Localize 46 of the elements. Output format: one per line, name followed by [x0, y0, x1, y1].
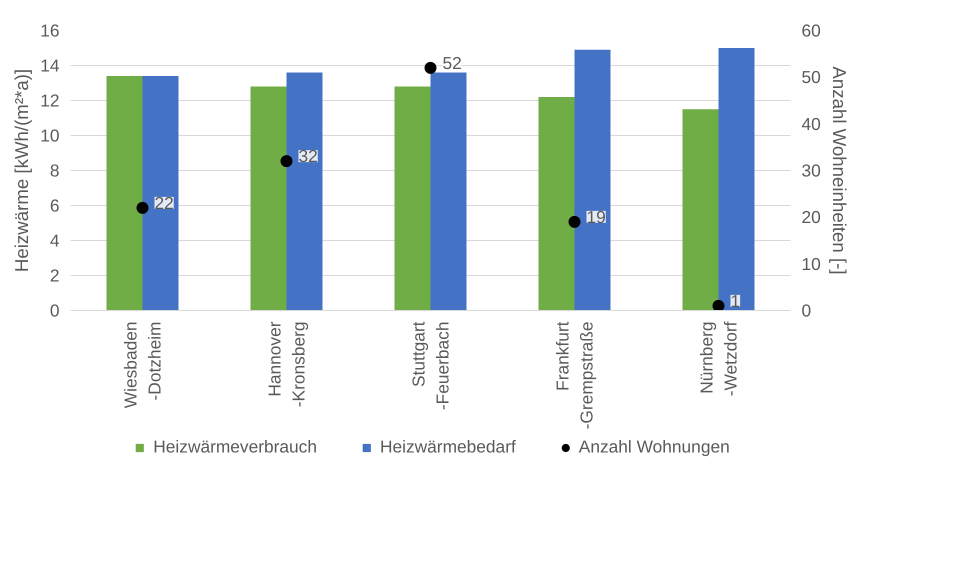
bar	[574, 50, 610, 310]
point	[568, 216, 580, 228]
y2-tick-label: 20	[802, 207, 821, 228]
y-tick-label: 4	[50, 230, 60, 250]
y-axis-title: Heizwärme [kWh/(m²*a)]	[11, 68, 32, 272]
y-tick-label: 16	[40, 20, 60, 40]
legend-label: Heizwärmeverbrauch	[153, 436, 317, 458]
x-tick-label: Wiesbaden -Dotzheim	[120, 321, 164, 408]
bar	[430, 72, 466, 310]
y2-tick-label: 40	[802, 114, 821, 134]
data-label: 19	[586, 206, 606, 227]
bar	[106, 76, 142, 310]
x-tick-label: Nürnberg -Wetzdorf	[696, 321, 740, 396]
y-tick-label: 6	[50, 196, 60, 216]
bar	[718, 48, 754, 310]
y-tick-label: 12	[40, 90, 60, 110]
bar	[286, 72, 322, 310]
data-label: 32	[298, 146, 318, 166]
point	[280, 155, 292, 168]
y-tick-label: 0	[50, 300, 60, 320]
y-tick-label: 10	[40, 126, 60, 146]
y-tick-label: 8	[50, 160, 60, 180]
y2-tick-label: 30	[802, 160, 821, 180]
bar	[682, 109, 718, 310]
data-label: 22	[154, 192, 174, 213]
y2-tick-label: 0	[802, 300, 812, 320]
bar	[394, 86, 430, 310]
x-tick-label: Frankfurt -Grempstraße	[552, 321, 596, 430]
data-label: 1	[730, 290, 740, 311]
x-tick-label: Stuttgart -Feuerbach	[408, 321, 452, 410]
point	[712, 300, 724, 310]
y2-tick-label: 10	[802, 254, 821, 274]
y2-tick-label: 60	[802, 20, 821, 40]
y-tick-label: 14	[40, 56, 60, 76]
bar	[250, 86, 286, 310]
x-tick-label: Hannover -Kronsberg	[264, 321, 308, 408]
y2-tick-label: 50	[802, 67, 821, 88]
data-label: 52	[442, 52, 462, 73]
bar	[538, 97, 574, 310]
y2-axis-title: Anzahl Wohneinheiten [-]	[828, 66, 850, 275]
point	[424, 62, 436, 74]
legend-label: Heizwärmebedarf	[380, 436, 516, 458]
legend-label: Anzahl Wohnungen	[578, 436, 730, 458]
y-tick-label: 2	[50, 266, 60, 286]
bar	[142, 76, 178, 310]
point	[136, 202, 148, 214]
